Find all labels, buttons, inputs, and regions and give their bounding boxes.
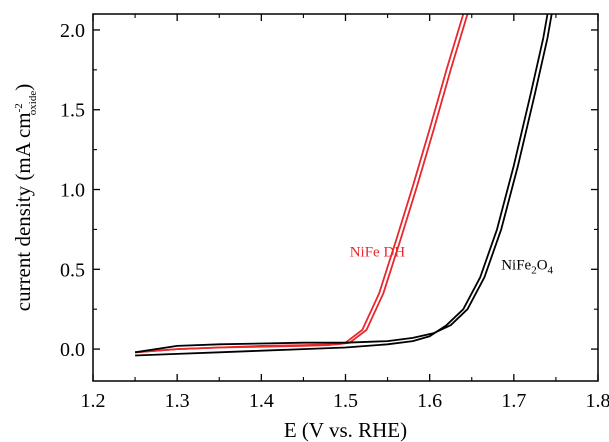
y-tick-label: 1.5 bbox=[60, 100, 85, 122]
series-0-reverse-line bbox=[135, 13, 469, 354]
series-labels: NiFe DH NiFe2O4 bbox=[350, 245, 554, 277]
plot-area bbox=[134, 13, 553, 357]
x-tick-label: 1.3 bbox=[165, 390, 190, 412]
series-label: NiFe2O4 bbox=[501, 257, 553, 276]
y-axis-title-sub: oxide bbox=[27, 91, 39, 116]
x-tick-label: 1.8 bbox=[586, 390, 609, 412]
series-1-reverse-line bbox=[134, 13, 553, 354]
x-tick-label: 1.7 bbox=[501, 390, 526, 412]
series-0-forward-line bbox=[135, 13, 465, 354]
plot-frame bbox=[92, 13, 599, 382]
y-axis-title-close: ) bbox=[11, 84, 35, 91]
y-axis-title-main: current density (mA cm bbox=[11, 112, 35, 311]
y-tick-label: 1.0 bbox=[60, 180, 85, 202]
y-tick-label: 0.0 bbox=[60, 339, 85, 361]
y-tick-label: 2.0 bbox=[60, 20, 85, 42]
y-axis-title-sup: -2 bbox=[13, 103, 25, 112]
axis-tick-labels: 1.2 1.3 1.4 1.5 1.6 1.7 1.8 0.0 0.5 1.0 1.5 2.0 bbox=[60, 20, 609, 412]
y-tick-label: 0.5 bbox=[60, 259, 85, 281]
x-tick-label: 1.4 bbox=[249, 390, 274, 412]
series-label: NiFe DH bbox=[350, 245, 406, 261]
x-tick-label: 1.2 bbox=[81, 390, 106, 412]
x-tick-label: 1.5 bbox=[333, 390, 358, 412]
series-1-forward-line bbox=[135, 13, 549, 357]
axis-ticks bbox=[92, 14, 599, 381]
x-axis-title: E (V vs. RHE) bbox=[284, 418, 407, 442]
y-axis-title: current density (mA cm-2 oxide) bbox=[11, 84, 39, 312]
x-tick-label: 1.6 bbox=[417, 390, 442, 412]
